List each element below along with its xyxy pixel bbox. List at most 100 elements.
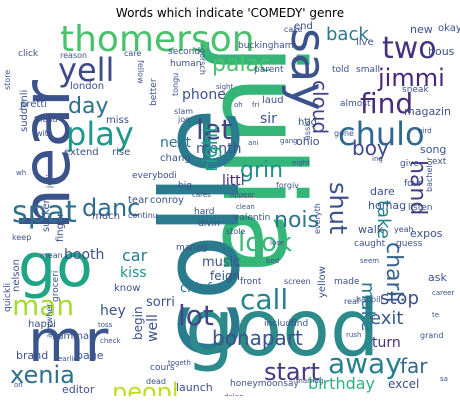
word-well: well <box>145 314 161 342</box>
word-far: far <box>400 354 428 378</box>
word-stop: stop <box>380 288 419 309</box>
word-cloud: ted julia colle good hear go mr thomerso… <box>0 20 460 396</box>
word-friend: friend <box>34 115 58 124</box>
word-buckingham: buckingham <box>238 41 294 51</box>
word-feign: feign <box>210 269 241 283</box>
word-four: four <box>404 179 423 189</box>
word-back: back <box>326 24 369 45</box>
word-hard: hard <box>194 207 215 217</box>
word-palac: palac <box>212 52 272 77</box>
word-dare: dare <box>370 185 395 198</box>
word-fri: fri <box>252 101 260 109</box>
word-click: click <box>18 49 39 59</box>
word-yell: yell <box>58 51 115 89</box>
word-page: page <box>76 349 104 362</box>
word-nois: nois <box>274 208 319 233</box>
word-know: know <box>114 283 141 294</box>
word-london: london <box>70 81 105 92</box>
word-jolli: jolli <box>45 174 54 188</box>
word-sa: sa <box>440 375 448 383</box>
word-gorsch: gorsch <box>198 48 207 75</box>
word-appear: appear <box>230 191 255 199</box>
word-new: new <box>410 23 433 36</box>
word-turn: turn <box>372 335 401 351</box>
word-hous: hous <box>428 45 455 58</box>
word-ani: ani <box>248 139 259 147</box>
word-sight: sight <box>216 83 234 91</box>
word-editor: editor <box>62 383 95 396</box>
word-suddenli: suddenli <box>19 89 30 132</box>
word-mean: mean <box>40 251 63 260</box>
word-booth: booth <box>64 247 105 263</box>
word-conroy: conroy <box>150 195 184 206</box>
word-ohio: ohio <box>296 135 320 148</box>
word-shut: shut <box>324 182 352 235</box>
word-guess: guess <box>396 239 423 249</box>
word-ask: ask <box>428 271 447 284</box>
word-thomerson: thomerson <box>60 20 255 60</box>
word-littl: littl <box>222 173 245 189</box>
word-fellow: fellow <box>136 60 145 84</box>
word-go: go <box>18 231 93 301</box>
word-laud: laud <box>262 95 284 106</box>
word-front: front <box>240 277 262 287</box>
word-dead: dead <box>146 377 166 386</box>
word-grand: grand <box>420 331 444 340</box>
word-birthday: birthday <box>308 374 376 393</box>
word-joe: joe <box>178 115 191 124</box>
word-career: career <box>432 289 455 297</box>
word-gang: gang <box>280 137 298 145</box>
word-assist: assist <box>303 117 312 140</box>
word-togeth: togeth <box>168 359 191 367</box>
word-peopl: peopl <box>112 378 179 396</box>
word-two: two <box>382 31 437 66</box>
word-hug: hug <box>298 117 318 128</box>
word-everybodi: everybodi <box>132 171 177 181</box>
word-call: call <box>240 283 289 316</box>
word-store: store <box>3 69 12 90</box>
word-divin: divin <box>198 219 220 229</box>
word-boy: boy <box>352 136 389 160</box>
word-chief: chief <box>180 281 212 296</box>
word-everyth: everyth <box>313 203 322 234</box>
word-sir: sir <box>260 111 277 127</box>
word-made: made <box>334 277 360 287</box>
word-away: away <box>328 347 402 380</box>
word-sucker: sucker <box>41 199 52 232</box>
word-yellow: yellow <box>317 266 328 298</box>
word-bachelor: bachelor <box>425 157 434 192</box>
word-hey: hey <box>100 303 126 319</box>
word-ing: ing <box>372 155 383 163</box>
word-music: music <box>202 255 241 270</box>
word-month: month <box>196 141 242 157</box>
word-human: human <box>170 59 202 69</box>
word-wit: wit <box>36 129 48 138</box>
word-happi: happi <box>28 319 56 330</box>
word-keep: keep <box>12 233 32 242</box>
word-next: next <box>160 135 192 151</box>
word-told: told <box>332 65 350 75</box>
chart-title: Words which indicate 'COMEDY' genre <box>115 6 345 20</box>
word-deleg: deleg <box>224 394 243 397</box>
word-caught: caught <box>354 239 386 249</box>
word-cares: cares <box>192 191 211 199</box>
word-mr: mr <box>28 307 109 375</box>
word-wh: wh <box>16 169 27 177</box>
word-exit: exit <box>370 308 404 329</box>
word-includfind: includfind <box>264 319 309 329</box>
word-tongu: tongu <box>171 72 180 96</box>
word-walk: walk <box>358 223 384 236</box>
word-slam: slam <box>174 107 194 116</box>
word-play: play <box>66 115 134 153</box>
word-grin: grin <box>240 158 284 183</box>
word-real: real <box>344 297 360 306</box>
word-bonapart: bonapart <box>212 326 303 350</box>
word-give: give <box>400 159 420 169</box>
word-stole: stole <box>226 227 246 236</box>
word-cake: cake <box>284 25 303 34</box>
word-sneak: sneak <box>402 85 429 95</box>
word-listen: listen <box>408 203 433 213</box>
word-earlier: earlier <box>58 355 81 363</box>
word-finger: finger <box>55 212 66 242</box>
word-seem: seem <box>360 257 380 265</box>
